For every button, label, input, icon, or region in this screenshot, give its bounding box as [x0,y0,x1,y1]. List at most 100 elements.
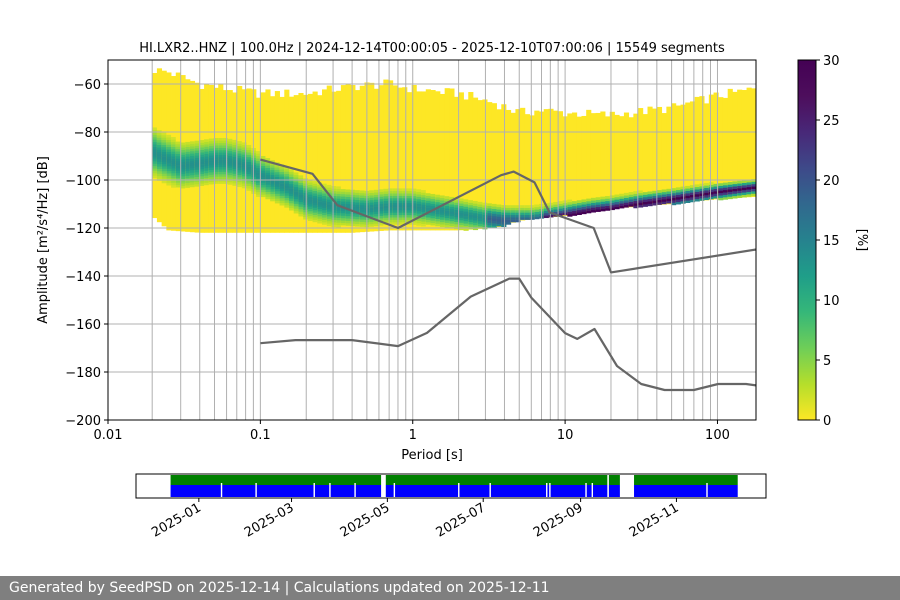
heatmap-cell [279,171,285,175]
heatmap-cell [175,151,181,154]
heatmap-cell [331,193,337,196]
heatmap-cell [222,159,229,163]
heatmap-cell [175,146,181,150]
heatmap-cell [312,207,318,211]
heatmap-column [567,113,573,216]
heatmap-cell [199,171,205,174]
heatmap-cell [180,144,186,148]
heatmap-cell [241,159,247,162]
heatmap-cell [270,172,276,175]
heatmap-cell [180,142,186,146]
heatmap-cell [255,158,262,161]
coverage-band-bottom [634,485,738,497]
heatmap-cell [411,195,417,199]
heatmap-cell [685,188,691,191]
heatmap-cell [326,204,332,207]
heatmap-cell [175,177,181,181]
heatmap-cell [208,167,214,171]
heatmap-cell [699,186,705,189]
heatmap-cell [336,212,342,216]
heatmap-cell [246,166,252,170]
heatmap-cell [619,198,625,202]
heatmap-cell [298,180,304,183]
heatmap-cell [661,189,667,193]
heatmap-cell [567,211,573,215]
heatmap-cell [279,190,285,194]
heatmap-cell [284,204,290,208]
heatmap-cell [586,198,592,202]
heatmap-column [355,90,361,233]
heatmap-cell [232,142,238,146]
heatmap-cell [392,202,398,206]
heatmap-cell [161,137,167,141]
heatmap-cell [156,151,163,155]
heatmap-cell [345,215,351,219]
heatmap-cell [633,203,639,206]
heatmap-cell [204,151,210,155]
heatmap-cell [180,176,186,179]
heatmap-cell [270,165,276,168]
heatmap-cell [642,192,648,195]
heatmap-cell [501,212,507,215]
heatmap-cell [444,198,450,202]
heatmap-cell [156,132,163,136]
heatmap-cell [576,200,582,203]
heatmap-cell [288,200,295,204]
heatmap-cell [152,127,158,131]
heatmap-cell [222,166,229,170]
heatmap-cell [505,212,512,216]
heatmap-cell [581,199,587,203]
heatmap-cell [359,209,365,213]
heatmap-cell [708,182,714,185]
heatmap-cell [586,210,592,214]
heatmap-cell [406,200,413,204]
heatmap-cell [312,193,318,196]
heatmap-cell [222,169,229,172]
heatmap-cell [378,222,384,226]
heatmap-cell [359,190,365,194]
heatmap-cell [708,196,714,200]
heatmap-cell [340,189,346,192]
heatmap-cell [595,202,601,205]
heatmap-cell [274,183,280,187]
heatmap-cell [378,201,384,204]
heatmap-cell [204,177,210,181]
heatmap-cell [671,202,677,206]
heatmap-cell [425,217,431,220]
heatmap-cell [671,195,677,199]
heatmap-cell [218,166,224,170]
coverage-band-top [608,475,620,485]
heatmap-cell [406,195,413,199]
heatmap-cell [255,172,262,176]
heatmap-cell [421,209,427,212]
heatmap-cell [392,205,398,208]
heatmap-cell [265,189,271,193]
heatmap-cell [274,174,280,178]
heatmap-cell [340,217,346,221]
heatmap-cell [501,221,507,225]
heatmap-cell [204,160,210,164]
heatmap-cell [345,189,351,193]
heatmap-cell [439,214,446,218]
heatmap-cell [704,185,710,189]
heatmap-column [284,89,290,233]
heatmap-cell [656,194,663,198]
heatmap-cell [472,227,479,231]
heatmap-cell [260,180,266,183]
heatmap-cell [166,144,172,148]
heatmap-cell [322,183,328,187]
heatmap-cell [355,209,361,213]
heatmap-cell [213,138,219,141]
heatmap-cell [671,197,677,201]
heatmap-cell [293,184,299,188]
heatmap-cell [416,189,422,193]
heatmap-cell [218,169,224,172]
heatmap-cell [685,190,691,194]
colorbar-tick-label: 5 [823,354,831,369]
heatmap-cell [204,158,210,162]
heatmap-cell [751,186,756,189]
heatmap-cell [661,194,667,197]
heatmap-cell [416,194,422,197]
heatmap-cell [449,213,455,217]
heatmap-cell [222,145,229,148]
